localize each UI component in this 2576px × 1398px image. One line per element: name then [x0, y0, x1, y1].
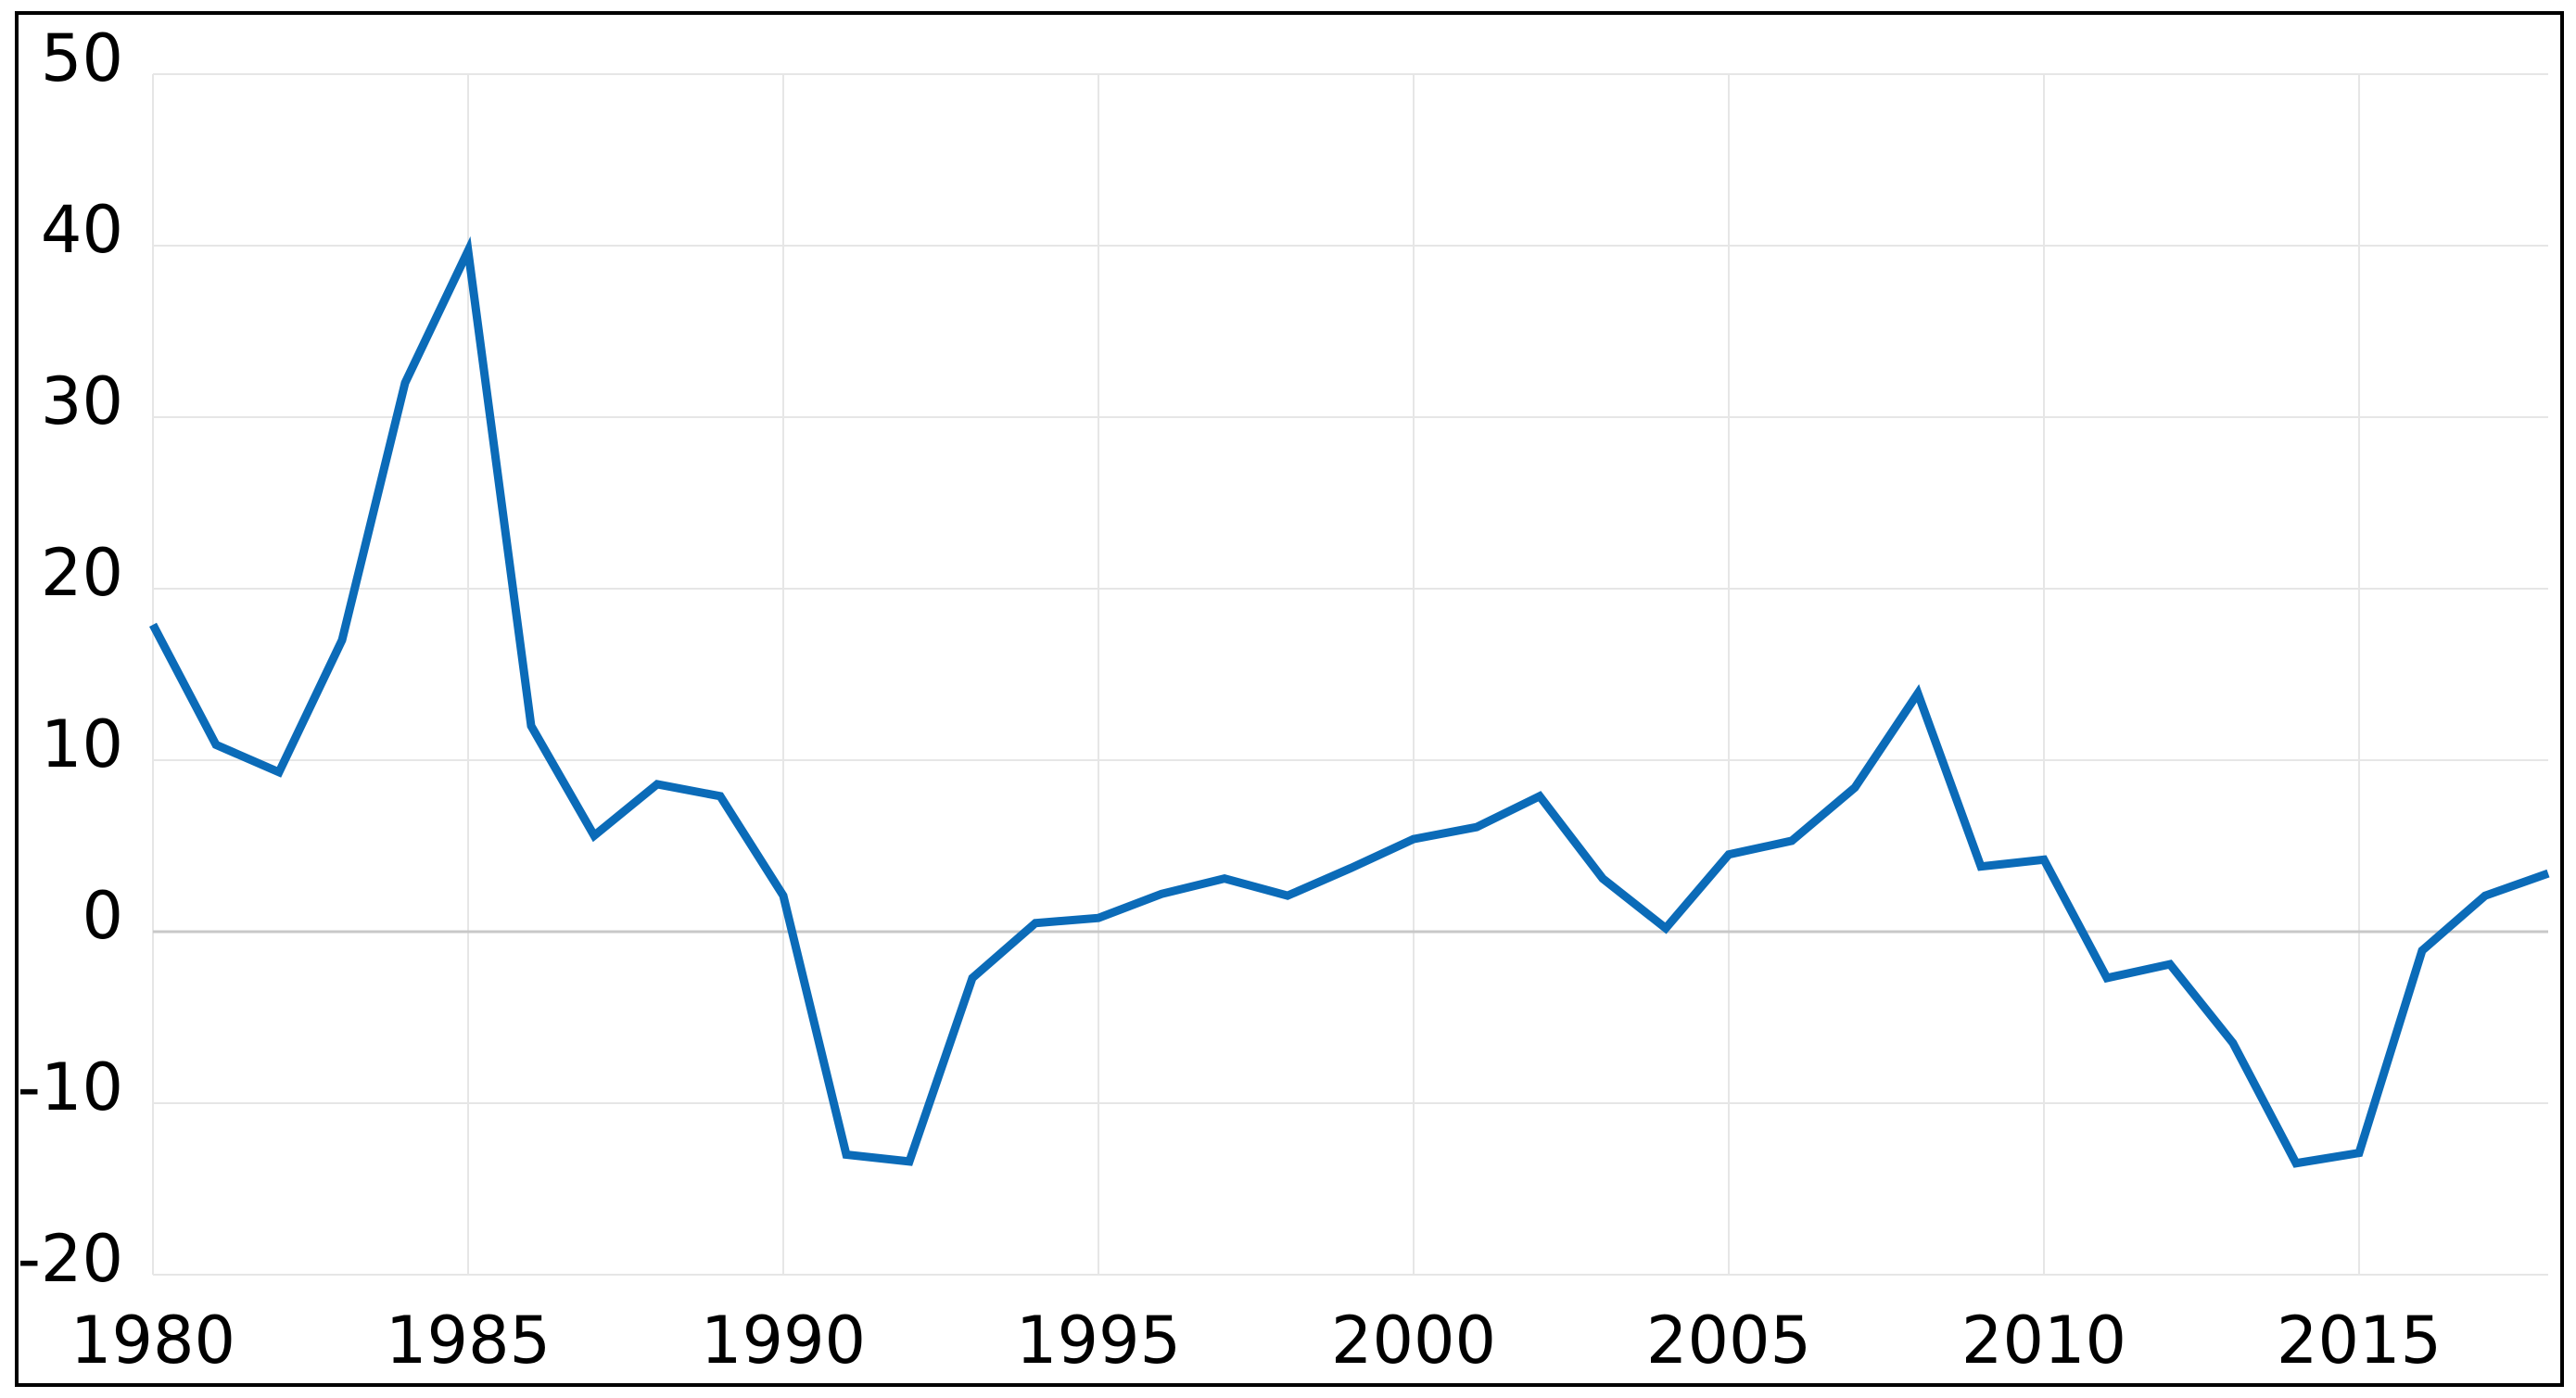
data-line [149, 235, 2550, 1168]
x-tick-label: 1985 [386, 1303, 551, 1379]
y-tick-label: 30 [41, 363, 123, 439]
x-tick-label: 1990 [701, 1303, 866, 1379]
y-tick-label: 40 [41, 192, 123, 268]
chart-frame [15, 11, 2564, 1387]
x-tick-label: 1980 [70, 1303, 235, 1379]
x-tick-label: 2010 [1961, 1303, 2126, 1379]
x-tick-label: 2005 [1646, 1303, 1811, 1379]
y-tick-label: -10 [18, 1049, 123, 1125]
y-tick-label: -20 [18, 1221, 123, 1297]
x-tick-label: 1995 [1016, 1303, 1181, 1379]
y-tick-label: 50 [41, 20, 123, 96]
x-tick-label: 2015 [2277, 1303, 2442, 1379]
y-tick-label: 20 [41, 535, 123, 611]
x-tick-label: 2000 [1331, 1303, 1496, 1379]
y-tick-label: 0 [82, 878, 123, 954]
y-tick-label: 10 [41, 706, 123, 782]
